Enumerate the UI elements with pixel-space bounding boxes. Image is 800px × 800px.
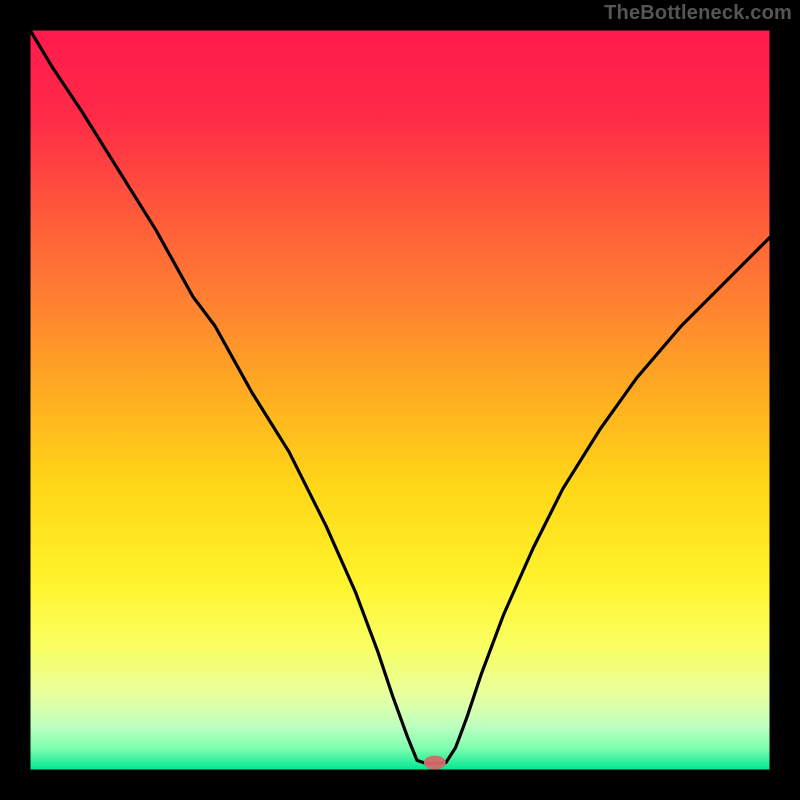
- bottleneck-chart: [0, 0, 800, 800]
- minimum-marker: [424, 756, 446, 770]
- chart-container: TheBottleneck.com: [0, 0, 800, 800]
- watermark-text: TheBottleneck.com: [604, 2, 792, 25]
- plot-background: [30, 30, 770, 770]
